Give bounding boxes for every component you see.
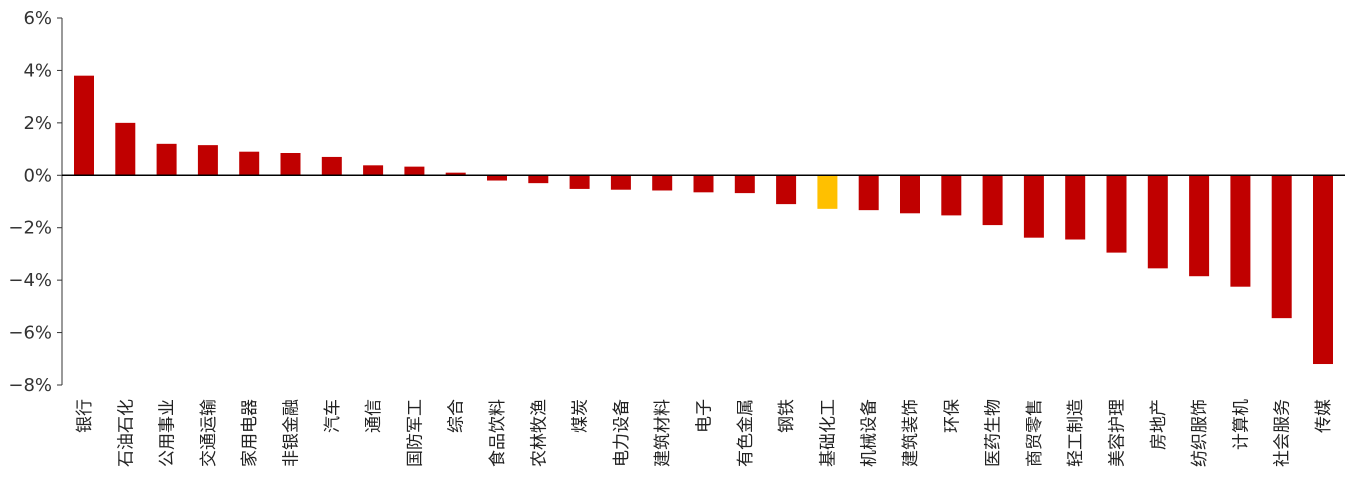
category-label: 美容护理 <box>1108 399 1128 467</box>
y-axis: −8% −6% −4% −2% 0% 2% 4% 6% <box>8 8 63 396</box>
bars <box>62 75 1345 365</box>
category-label: 轻工制造 <box>1066 399 1086 467</box>
bar <box>1313 175 1333 365</box>
bar <box>1065 175 1086 240</box>
category-label: 医药生物 <box>984 399 1004 467</box>
category-label: 银行 <box>75 399 95 433</box>
category-label: 环保 <box>942 399 962 433</box>
y-tick-label: −8% <box>8 375 52 396</box>
bar <box>900 175 920 214</box>
bar <box>528 175 549 184</box>
bar <box>941 175 962 216</box>
bar <box>239 151 260 176</box>
category-label: 石油石化 <box>116 399 136 467</box>
bar <box>693 175 714 193</box>
bar <box>445 172 466 176</box>
category-label: 基础化工 <box>818 399 838 467</box>
category-label: 汽车 <box>323 399 343 433</box>
y-tick-label: 2% <box>23 113 52 134</box>
bar <box>858 175 879 211</box>
y-tick-label: −2% <box>8 218 52 239</box>
y-tick-label: −6% <box>8 323 52 344</box>
bar <box>1023 175 1044 238</box>
bar <box>817 175 838 209</box>
category-label: 农林牧渔 <box>529 399 549 467</box>
bar <box>156 143 177 176</box>
category-label: 综合 <box>447 399 467 433</box>
category-label: 食品饮料 <box>488 399 508 467</box>
category-label: 国防军工 <box>405 399 425 467</box>
category-label: 机械设备 <box>860 399 880 467</box>
category-label: 电力设备 <box>612 399 632 467</box>
category-label: 煤炭 <box>571 399 591 433</box>
y-tick-label: 0% <box>23 165 52 186</box>
category-label: 计算机 <box>1231 399 1251 450</box>
category-label: 纺织服饰 <box>1190 399 1210 467</box>
category-label: 建筑材料 <box>653 399 673 467</box>
bar <box>652 175 673 191</box>
category-label: 电子 <box>695 399 715 433</box>
category-labels: 银行 石油石化 公用事业 交通运输 家用电器 非银金融 汽车 通信 国防军工 综合 食品饮料 农林牧渔… <box>75 399 1334 467</box>
bar <box>321 156 342 176</box>
bar <box>1189 175 1210 277</box>
bar <box>115 122 136 176</box>
bar <box>982 175 1003 226</box>
bar <box>74 75 94 176</box>
category-label: 交通运输 <box>199 399 219 467</box>
bar <box>734 175 755 194</box>
bar <box>776 175 797 205</box>
category-label: 传媒 <box>1314 399 1334 433</box>
category-label: 非银金融 <box>282 399 302 467</box>
bar <box>487 175 507 181</box>
category-label: 商贸零售 <box>1025 399 1045 467</box>
bar <box>1147 175 1168 269</box>
bar <box>569 175 590 189</box>
category-label: 公用事业 <box>158 399 178 467</box>
category-label: 建筑装饰 <box>901 399 921 467</box>
category-label: 有色金属 <box>736 399 756 467</box>
bar <box>1106 175 1127 253</box>
category-label: 社会服务 <box>1273 399 1293 467</box>
bar <box>1230 175 1251 287</box>
category-label: 通信 <box>364 399 384 433</box>
bar <box>363 165 384 176</box>
category-label: 钢铁 <box>777 399 797 433</box>
y-tick-label: −4% <box>8 270 52 291</box>
y-tick-label: 6% <box>23 8 52 29</box>
bar <box>280 153 301 176</box>
bar <box>404 166 425 176</box>
bar <box>1271 175 1292 319</box>
bar <box>610 175 631 190</box>
category-label: 房地产 <box>1149 399 1169 450</box>
category-label: 家用电器 <box>240 399 260 467</box>
bar <box>197 145 218 176</box>
y-tick-label: 4% <box>23 60 52 81</box>
